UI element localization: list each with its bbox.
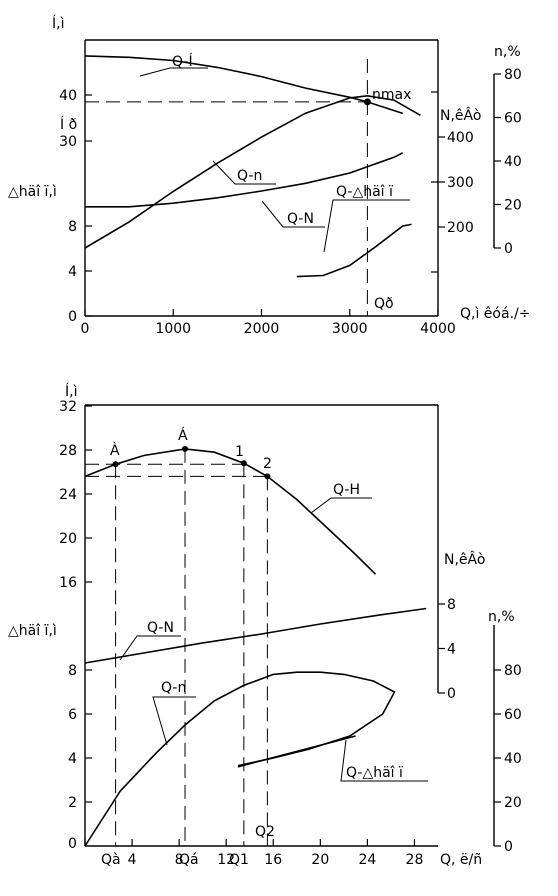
chart2-marker-q1: Q1 xyxy=(229,852,249,868)
chart2-x-tick-label: 4 xyxy=(128,852,137,868)
chart2-leader-power xyxy=(119,635,181,661)
chart2-head-unit-label: Í,ì xyxy=(65,383,77,400)
chart2-series-label-power: Q-N xyxy=(147,620,174,636)
chart1-x-axis-label: Q,ì êóá./÷ xyxy=(460,306,530,322)
chart-2: 4 8 12 16 20 24 28024681620242832048020406080 … xyxy=(8,383,522,868)
chart1-operating-head-label: Í ð xyxy=(60,116,77,133)
chart2-point-label-2: 2 xyxy=(263,456,272,472)
chart2-left-tick-label: 6 xyxy=(68,707,77,723)
chart2-eff-tick-label: 0 xyxy=(504,839,513,855)
chart2-x-tick-label: 8 xyxy=(175,852,184,868)
chart2-series-label-efficiency: Q-n xyxy=(161,680,186,696)
chart2-x-tick-label: 0 xyxy=(68,836,77,852)
chart2-x-tick-label: 20 xyxy=(311,852,329,868)
chart1-annotation-nmax: nmax xyxy=(372,87,411,103)
chart2-point-label-b: Á xyxy=(178,427,188,444)
chart2-curve-q-npsh xyxy=(237,735,356,768)
chart1-annotation-qr: Qð xyxy=(374,296,394,312)
chart2-point-label-a: À xyxy=(110,442,120,459)
chart2-curve-q-efficiency xyxy=(84,671,396,847)
chart2-eff-tick-label: 60 xyxy=(504,707,522,723)
chart2-power-tick-label: 8 xyxy=(447,597,456,613)
chart2-x-tick-label: 12 xyxy=(217,852,235,868)
chart1-left-tick-label: 40 xyxy=(59,88,77,104)
chart1-power-axis-label: N,êÂò xyxy=(440,106,481,124)
chart2-power-tick-label: 4 xyxy=(447,642,456,658)
chart2-point-label-1: 1 xyxy=(235,444,244,460)
chart1-head-unit-label: Í,ì xyxy=(52,15,64,32)
chart2-eff-tick-label: 40 xyxy=(504,751,522,767)
chart1-series-label-npsh: Q-△häî ï xyxy=(336,184,393,200)
chart2-series-label-head: Q-H xyxy=(333,482,360,498)
chart1-left-tick-label: 8 xyxy=(68,219,77,235)
chart1-x-tick-label: 3000 xyxy=(332,321,368,337)
chart1-x-tick-label: 2000 xyxy=(244,321,280,337)
chart2-npsh-label: △häî ï,ì xyxy=(8,623,57,639)
chart2-left-tick-label: 4 xyxy=(68,751,77,767)
chart2-curve-q-power xyxy=(84,607,427,664)
chart1-x-tick-label: 4000 xyxy=(420,321,456,337)
chart2-point-2 xyxy=(264,473,271,480)
chart2-x-axis-label: Q, ë/ñ xyxy=(440,852,482,868)
chart2-series-label-npsh: Q-△häî ï xyxy=(346,765,403,781)
chart2-eff-tick-label: 20 xyxy=(504,795,522,811)
chart1-eff-tick-label: 20 xyxy=(504,198,522,214)
chart1-curve-q-npsh xyxy=(296,223,412,278)
chart1-left-tick-label: 30 xyxy=(59,134,77,150)
chart1-eff-tick-label: 0 xyxy=(504,241,513,257)
chart1-power-tick-label: 300 xyxy=(447,175,474,191)
chart1-series-label-power: Q-N xyxy=(287,211,314,227)
chart1-curve-q-h xyxy=(84,55,403,115)
chart2-point-a xyxy=(112,461,119,468)
chart1-leader-efficiency xyxy=(212,160,276,185)
chart1-eff-tick-label: 40 xyxy=(504,154,522,170)
chart1-curve-q-efficiency xyxy=(84,94,421,249)
chart-1: 0 1000 2000 3000 400004830402003004000204060… xyxy=(8,15,530,337)
chart2-eff-axis-label: n,% xyxy=(488,609,515,625)
chart2-curve-q-h xyxy=(84,448,377,575)
chart2-power-tick-label: 0 xyxy=(447,686,456,702)
chart1-operating-point xyxy=(363,98,371,106)
chart1-x-tick-label: 1000 xyxy=(155,321,191,337)
chart2-left-tick-label: 2 xyxy=(68,795,77,811)
chart1-leader-npsh xyxy=(323,199,410,253)
chart1-left-tick-label: 4 xyxy=(68,264,77,280)
chart2-x-tick-label: 16 xyxy=(264,852,282,868)
chart2-left-tick-label: 20 xyxy=(59,531,77,547)
chart2-left-tick-label: 8 xyxy=(68,663,77,679)
chart2-power-axis-label: N,êÂò xyxy=(444,550,485,568)
chart2-left-tick-label: 28 xyxy=(59,443,77,459)
chart1-x-tick-label: 0 xyxy=(81,321,90,337)
chart1-npsh-label: △häî ï,ì xyxy=(8,184,57,200)
chart1-eff-tick-label: 60 xyxy=(504,111,522,127)
chart1-eff-tick-label: 80 xyxy=(504,67,522,83)
chart1-power-tick-label: 400 xyxy=(447,130,474,146)
chart2-x-tick-label: 28 xyxy=(406,852,424,868)
chart2-leader-head xyxy=(310,497,372,514)
chart2-leader-efficiency xyxy=(152,696,196,746)
chart2-left-tick-label: 24 xyxy=(59,487,77,503)
chart2-marker-qa: Qà xyxy=(101,852,121,868)
chart1-leader-power xyxy=(261,200,325,228)
chart2-left-tick-label: 16 xyxy=(59,575,77,591)
chart2-marker-q2: Q2 xyxy=(255,824,275,840)
chart1-left-tick-label: 0 xyxy=(68,309,77,325)
chart2-point-b xyxy=(182,445,189,452)
chart1-eff-axis-label: n,% xyxy=(494,44,521,60)
chart1-power-tick-label: 200 xyxy=(447,220,474,236)
chart2-x-tick-label: 24 xyxy=(358,852,376,868)
chart2-left-tick-label: 32 xyxy=(59,399,77,415)
chart2-leader-npsh xyxy=(340,739,428,782)
chart2-marker-qb: Qá xyxy=(179,852,199,868)
chart2-eff-tick-label: 80 xyxy=(504,663,522,679)
chart2-point-1 xyxy=(240,460,247,467)
chart1-series-label-efficiency: Q-n xyxy=(237,168,262,184)
chart1-curve-q-power xyxy=(85,152,404,208)
chart1-leader-head xyxy=(139,67,208,77)
